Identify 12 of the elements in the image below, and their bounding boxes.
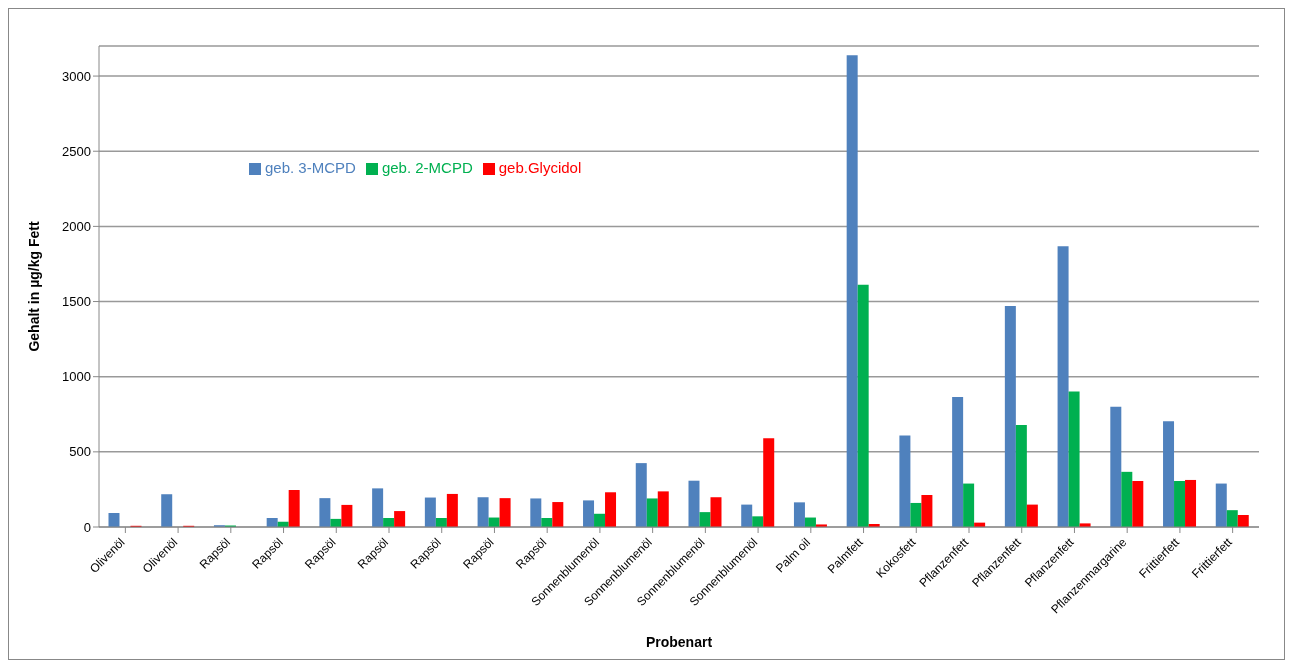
y-tick-label: 2000 [62, 218, 91, 234]
y-axis-title: Gehalt in µg/kg Fett [25, 221, 42, 352]
y-tick-label: 1000 [62, 369, 91, 385]
y-tick-label: 3000 [62, 68, 91, 84]
legend-label: geb. 3-MCPD [265, 159, 356, 176]
x-axis-title: Probenart [645, 634, 713, 650]
y-tick-label: 500 [69, 444, 91, 460]
y-tick-label: 2500 [62, 143, 91, 159]
legend-label: geb.Glycidol [498, 159, 582, 176]
y-tick-label: 1500 [62, 294, 91, 310]
y-tick-label: 0 [83, 519, 91, 535]
legend-label: geb. 2-MCPD [381, 159, 473, 176]
